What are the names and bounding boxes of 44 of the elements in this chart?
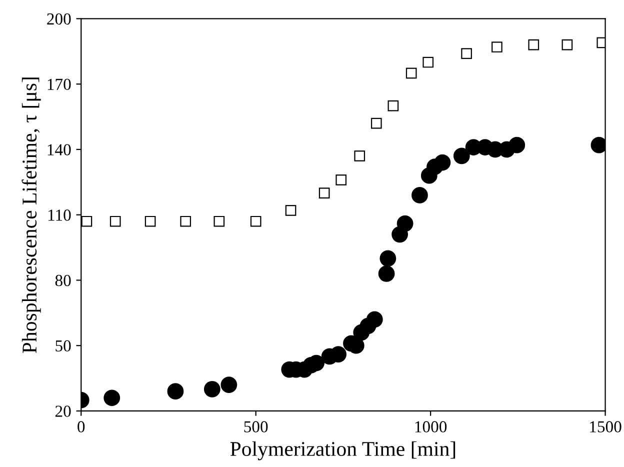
point — [180, 216, 192, 227]
point — [380, 250, 396, 267]
point — [412, 187, 428, 204]
point — [422, 56, 434, 68]
point — [388, 100, 399, 112]
y-tick-label: 50 — [56, 340, 71, 352]
point — [330, 346, 346, 362]
point — [370, 118, 382, 129]
x-tick-label: 500 — [244, 421, 268, 432]
y-tick-label: 20 — [55, 406, 71, 417]
point — [104, 390, 120, 406]
point — [378, 265, 395, 282]
point — [204, 380, 220, 398]
point — [144, 216, 156, 227]
y-tick-label: 200 — [47, 13, 71, 25]
y-tick-label: 80 — [55, 274, 71, 286]
point — [318, 188, 330, 198]
point — [167, 383, 184, 400]
point — [453, 148, 470, 164]
y-tick-label: 140 — [48, 144, 71, 156]
point — [461, 48, 472, 59]
x-tick-label: 1500 — [590, 421, 622, 432]
x-axis-title: Polymerization Time [min] — [230, 441, 456, 460]
y-tick-label: 170 — [48, 78, 71, 90]
y-axis-title: Phosphorescence Lifetime, τ [μs] — [22, 78, 41, 353]
point — [220, 376, 238, 393]
y-tick-label: 110 — [48, 210, 71, 221]
point — [354, 150, 366, 162]
x-tick-label: 1000 — [415, 421, 447, 432]
point — [406, 68, 417, 79]
point — [434, 154, 451, 171]
point — [396, 215, 414, 232]
x-tick-label: 0 — [78, 421, 85, 432]
point — [528, 39, 540, 50]
point — [81, 216, 92, 227]
point — [285, 205, 296, 216]
point — [508, 136, 526, 154]
point — [492, 42, 502, 52]
point — [562, 39, 573, 50]
point — [110, 216, 121, 227]
point — [336, 174, 347, 186]
point — [250, 216, 262, 227]
point — [214, 216, 225, 227]
point — [366, 311, 383, 328]
